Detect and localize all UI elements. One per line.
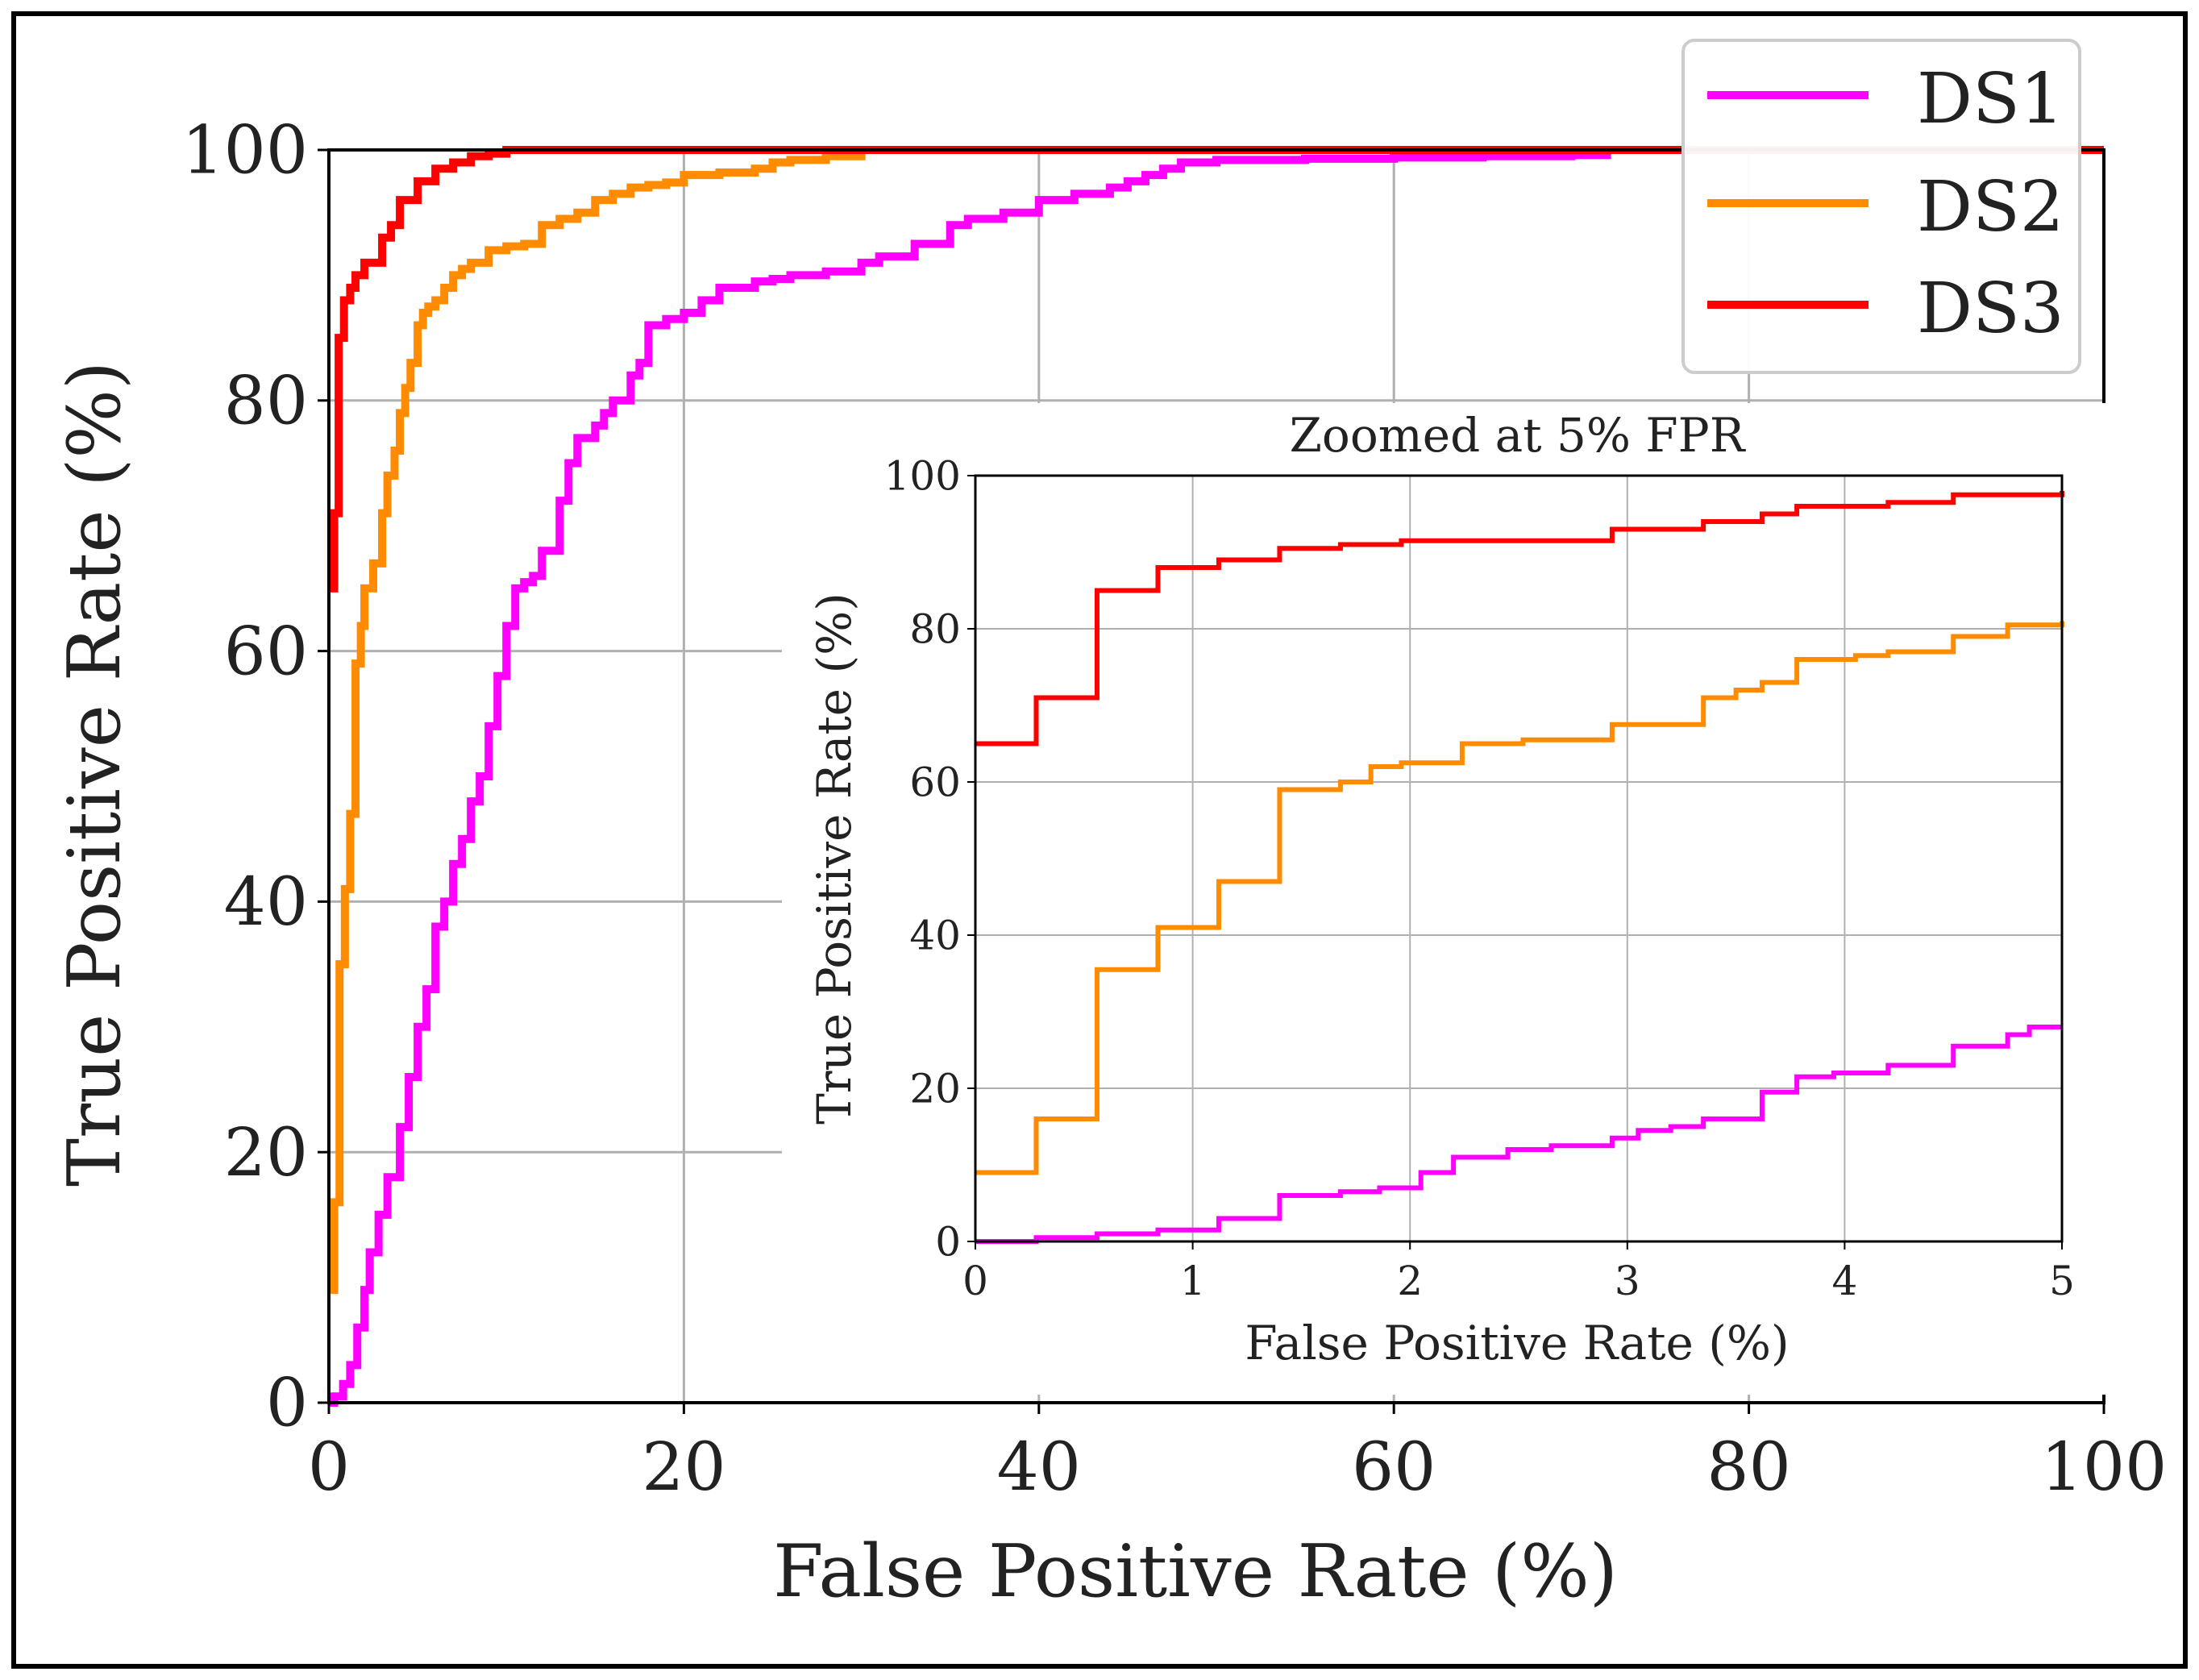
inset-y-tick-label: 20 xyxy=(909,1066,961,1112)
inset-plot-frame xyxy=(974,474,2064,1243)
main-y-tick-label: 0 xyxy=(266,1366,308,1442)
main-x-tick-label: 100 xyxy=(2041,1429,2168,1506)
main-y-tick-label: 20 xyxy=(224,1115,308,1191)
main-y-tick-label: 40 xyxy=(224,864,308,941)
main-y-axis-label: True Positive Rate (%) xyxy=(52,361,137,1187)
inset-x-tick-label: 1 xyxy=(1180,1258,1206,1304)
inset-series-line-ds3 xyxy=(975,491,2064,746)
inset-x-tick-label: 4 xyxy=(1831,1258,1857,1304)
inset-x-tick-label: 3 xyxy=(1615,1258,1640,1304)
inset-y-tick-label: 100 xyxy=(884,453,961,500)
legend-entry-ds3: DS3 xyxy=(1707,268,2064,349)
inset-series-line-ds1 xyxy=(975,1025,2062,1244)
inset-x-tick-label: 0 xyxy=(962,1258,988,1304)
legend-box xyxy=(1681,39,2081,374)
main-x-tick-label: 60 xyxy=(1352,1429,1436,1506)
legend-label-ds1: DS1 xyxy=(1917,59,2064,139)
inset-x-tick-label: 5 xyxy=(2049,1258,2075,1304)
inset-x-axis-label: False Positive Rate (%) xyxy=(1245,1316,1789,1370)
main-x-tick-label: 20 xyxy=(642,1429,725,1506)
main-x-tick-label: 40 xyxy=(997,1429,1081,1506)
legend-entry-ds1: DS1 xyxy=(1707,59,2064,139)
inset-series xyxy=(975,491,2064,1244)
main-y-tick-label: 100 xyxy=(181,113,308,189)
legend: DS1 DS2 DS3 xyxy=(1681,39,2081,374)
main-x-tick-label: 0 xyxy=(308,1429,350,1506)
main-x-axis-label: False Positive Rate (%) xyxy=(773,1529,1618,1614)
inset-y-tick-label: 0 xyxy=(935,1219,961,1266)
main-y-tick-label: 60 xyxy=(224,613,308,690)
inset-y-axis-label: True Positive Rate (%) xyxy=(807,593,862,1125)
legend-label-ds3: DS3 xyxy=(1917,268,2064,349)
inset-ticks: 0 1 2 3 4 5 0 20 40 60 80 100 xyxy=(884,453,2075,1305)
inset-x-tick-label: 2 xyxy=(1397,1258,1423,1304)
inset-y-tick-label: 80 xyxy=(909,606,961,653)
inset-background xyxy=(782,403,2112,1395)
inset-y-tick-label: 40 xyxy=(909,913,961,959)
inset-title: Zoomed at 5% FPR xyxy=(1290,408,1747,463)
main-series-line-ds2 xyxy=(329,146,2104,1295)
legend-entry-ds2: DS2 xyxy=(1707,167,2064,247)
main-series-line-ds1 xyxy=(329,146,2104,1407)
main-x-tick-label: 80 xyxy=(1706,1429,1790,1506)
inset-y-tick-label: 60 xyxy=(909,759,961,806)
main-y-tick-label: 80 xyxy=(224,364,308,440)
inset-series-line-ds2 xyxy=(975,621,2064,1175)
inset-chart: 0 1 2 3 4 5 0 20 40 60 80 100 Zoomed at 5% FPR Fals… xyxy=(782,403,2112,1395)
legend-label-ds2: DS2 xyxy=(1917,167,2064,247)
